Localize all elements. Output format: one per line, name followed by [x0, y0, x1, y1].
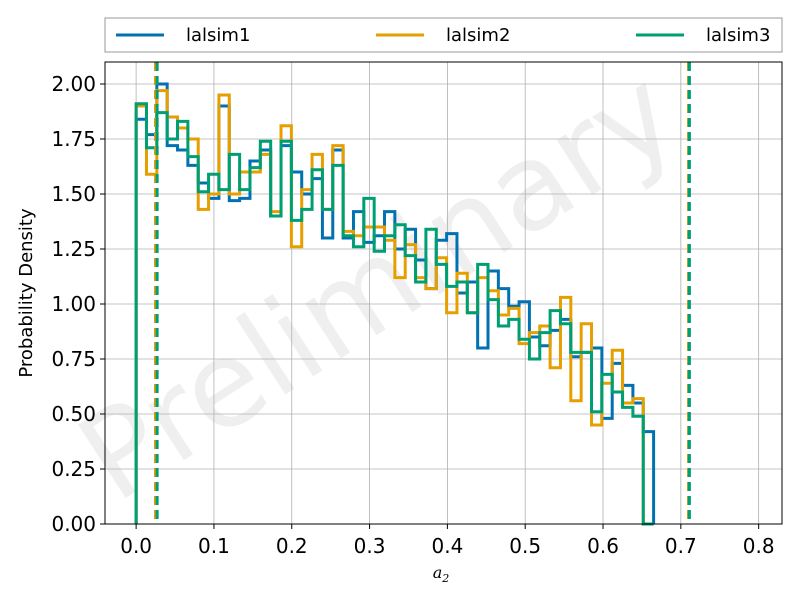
y-tick-label: 0.75: [51, 347, 96, 371]
x-tick-label: 0.8: [743, 534, 775, 558]
legend-label-lalsim3: lalsim3: [706, 25, 770, 46]
x-axis-label-subscript: 2: [441, 572, 449, 585]
x-tick-label: 0.3: [354, 534, 386, 558]
data-layer: [134, 62, 691, 526]
x-tick-label: 0.0: [120, 534, 152, 558]
y-tick-label: 2.00: [51, 72, 96, 96]
x-tick-label: 0.5: [509, 534, 541, 558]
y-tick-label: 1.25: [51, 237, 96, 261]
y-tick-label: 1.50: [51, 182, 96, 206]
y-tick-label: 0.00: [51, 512, 96, 536]
x-tick-label: 0.2: [276, 534, 308, 558]
y-tick-label: 1.75: [51, 127, 96, 151]
legend-label-lalsim2: lalsim2: [446, 25, 510, 46]
y-tick-label: 0.25: [51, 457, 96, 481]
legend-label-lalsim1: lalsim1: [186, 25, 250, 46]
x-tick-label: 0.1: [198, 534, 230, 558]
tick-layer: 0.0 0.1 0.2 0.3 0.4 0.5 0.6 0.7 0.8 0.00 0.25 0.50 0…: [51, 72, 774, 558]
plot-frame: [104, 61, 783, 525]
x-axis-label: a2: [433, 563, 450, 585]
series-lalsim2-histogram: [134, 89, 654, 526]
x-tick-label: 0.4: [431, 534, 463, 558]
x-axis-label-base: a: [433, 563, 443, 582]
x-tick-label: 0.6: [587, 534, 619, 558]
y-tick-label: 0.50: [51, 402, 96, 426]
series-lalsim3-histogram: [134, 102, 654, 526]
legend: lalsim1 lalsim2 lalsim3: [104, 17, 783, 53]
y-tick-label: 1.00: [51, 292, 96, 316]
y-axis-label: Probability Density: [16, 208, 37, 378]
x-tick-label: 0.7: [665, 534, 697, 558]
